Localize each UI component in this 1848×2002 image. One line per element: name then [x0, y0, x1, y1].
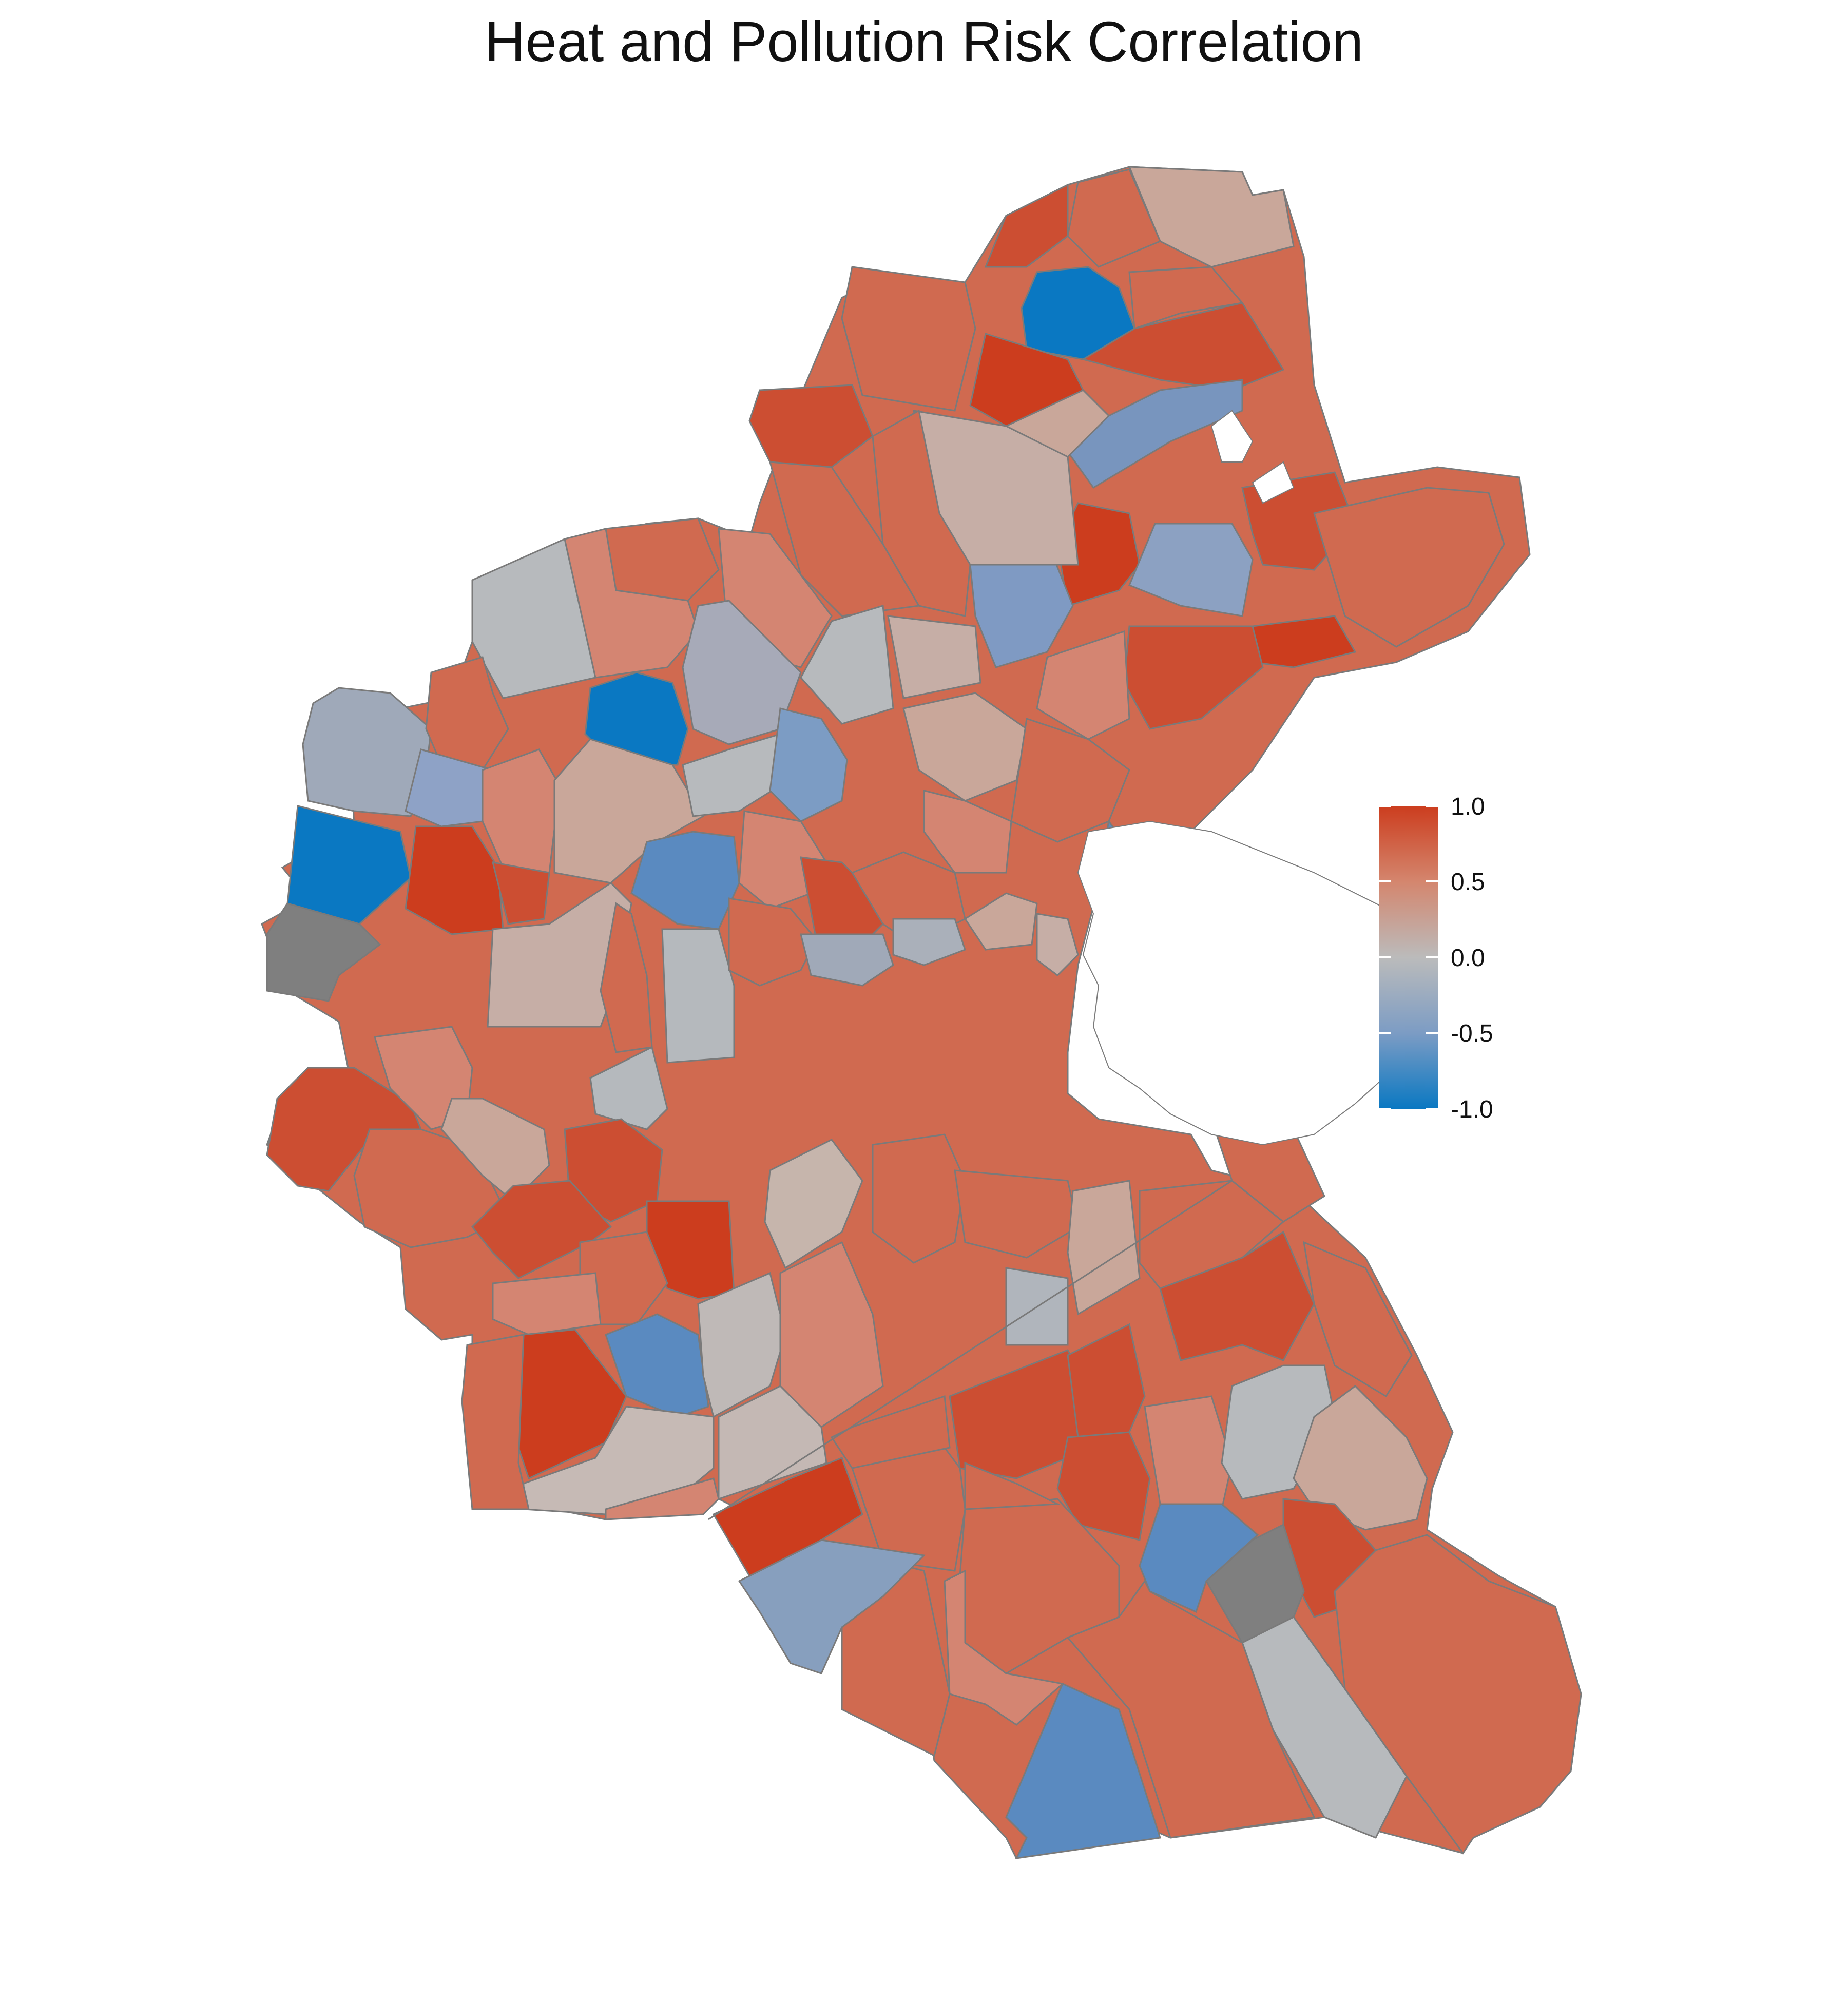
legend-label-2: 0.5: [1451, 869, 1485, 896]
region-sw-1: [266, 1067, 422, 1192]
region-w-6: [553, 738, 705, 884]
region-sw-15: [764, 1139, 863, 1269]
county-boundary-line: [708, 1180, 1233, 1520]
region-w-5: [491, 861, 550, 925]
region-m-8: [902, 692, 1028, 802]
region-s-bluegray: [738, 1539, 926, 1674]
region-north-5: [1081, 302, 1285, 391]
region-s-blue2: [1005, 1682, 1161, 1859]
region-s-9: [1066, 1580, 1316, 1839]
river-inlet: [1252, 461, 1295, 504]
region-m-13: [892, 918, 966, 966]
region-sw-5: [589, 1046, 668, 1130]
region-s-8: [1241, 1616, 1408, 1839]
region-w-3: [405, 748, 494, 827]
region-sc-6: [1159, 1230, 1315, 1361]
region-m-9: [923, 790, 1012, 874]
region-sc-1: [872, 1133, 966, 1264]
region-sw-11: [523, 1406, 715, 1515]
region-sw-4: [440, 1098, 550, 1203]
region-ne-blue: [1067, 379, 1243, 489]
region-east-12: [1036, 630, 1130, 740]
region-north-2: [984, 183, 1069, 268]
region-w-2: [425, 656, 509, 771]
region-m-11: [1036, 913, 1079, 976]
region-s-red: [712, 1457, 863, 1577]
region-north-1: [1067, 168, 1161, 268]
region-sw-13: [461, 1334, 530, 1510]
bay-water: [1077, 820, 1418, 1146]
region-w-blue: [286, 805, 412, 925]
legend-label-4: -0.5: [1451, 1020, 1493, 1047]
region-s-3: [1056, 1431, 1151, 1541]
region-m-4: [728, 897, 817, 987]
region-sc-7: [1303, 1241, 1413, 1398]
region-cn-bluegray: [682, 600, 802, 745]
region-cn-gray: [471, 537, 596, 699]
region-ne-6: [841, 266, 976, 412]
region-s-2: [1067, 1323, 1146, 1438]
region-sw-7: [471, 1180, 612, 1279]
legend-label-3: 0.0: [1451, 945, 1485, 972]
region-s-blue: [1139, 1503, 1259, 1613]
region-cn-4: [564, 528, 699, 679]
region-cn-6: [887, 615, 981, 699]
region-se-big: [1334, 1534, 1582, 1855]
region-m-3: [661, 928, 735, 1064]
legend-label-1: 1.0: [1451, 793, 1485, 820]
region-s-11: [944, 1569, 1065, 1726]
region-s-6: [1293, 1385, 1428, 1531]
region-m-6: [800, 933, 894, 987]
region-s-13: [964, 1461, 1061, 1510]
region-north-wedge: [1128, 166, 1295, 268]
region-sc-3: [1067, 1180, 1141, 1316]
region-w-na: [266, 902, 381, 1002]
region-east-9: [1313, 487, 1505, 648]
region-sw-14: [697, 1272, 786, 1418]
region-m-12: [964, 892, 1038, 951]
map-title: Heat and Pollution Risk Correlation: [485, 10, 1363, 73]
region-w-9: [769, 707, 848, 822]
region-sc-2: [954, 1169, 1079, 1259]
region-sw-12: [605, 1477, 720, 1520]
legend-label-5: -1.0: [1451, 1096, 1493, 1123]
region-s-4: [1144, 1395, 1233, 1510]
region-cn-5: [800, 605, 894, 725]
region-east-blue: [1128, 523, 1254, 617]
region-sw-10: [492, 1272, 602, 1336]
harbor-water: [1210, 410, 1254, 463]
region-north-4: [1128, 266, 1244, 330]
